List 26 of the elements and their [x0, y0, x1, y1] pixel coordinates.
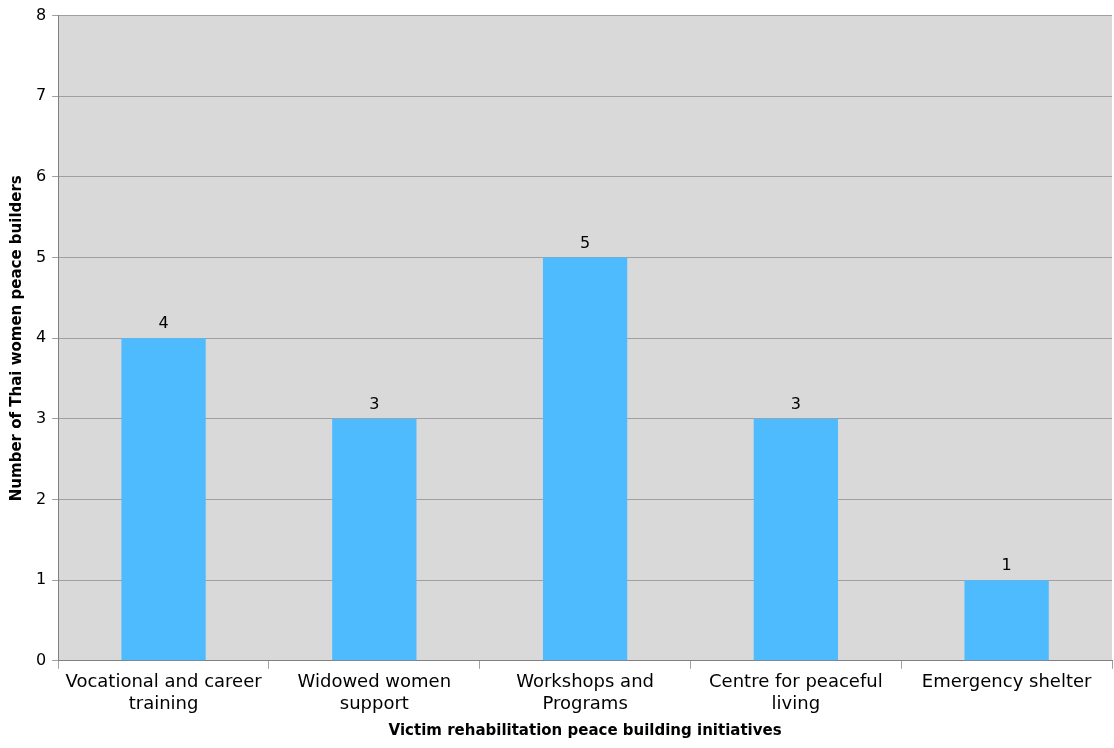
- bar: [753, 418, 839, 661]
- y-tick-label: 5: [35, 246, 47, 266]
- x-tick-label: Vocational and career training: [65, 670, 263, 713]
- x-axis-title: Victim rehabilitation peace building initiatives: [388, 720, 782, 739]
- y-tick-label: 4: [35, 327, 47, 347]
- x-tick-label: Widowed women support: [297, 670, 452, 713]
- data-label: 4: [158, 313, 169, 333]
- y-tick-label: 7: [35, 85, 47, 105]
- data-label: 3: [790, 394, 801, 414]
- bar: [332, 418, 417, 661]
- y-tick-label: 0: [35, 649, 47, 669]
- y-tick-label: 6: [35, 166, 47, 186]
- y-tick-label: 1: [35, 569, 47, 589]
- y-tick-label: 3: [35, 408, 47, 428]
- y-axis-title: Number of Thai women peace builders: [6, 175, 25, 502]
- x-tick-label: Workshops and Programs: [516, 670, 654, 713]
- y-tick-label: 2: [35, 488, 47, 508]
- bar: [121, 338, 206, 661]
- data-label: 3: [369, 394, 380, 414]
- y-tick-label: 8: [35, 4, 47, 24]
- bar: [964, 580, 1049, 661]
- data-label: 1: [1001, 555, 1012, 575]
- x-tick-label: Centre for peaceful living: [709, 670, 883, 713]
- bar: [542, 257, 628, 661]
- x-tick-label: Emergency shelter: [921, 670, 1093, 692]
- data-label: 5: [580, 232, 591, 252]
